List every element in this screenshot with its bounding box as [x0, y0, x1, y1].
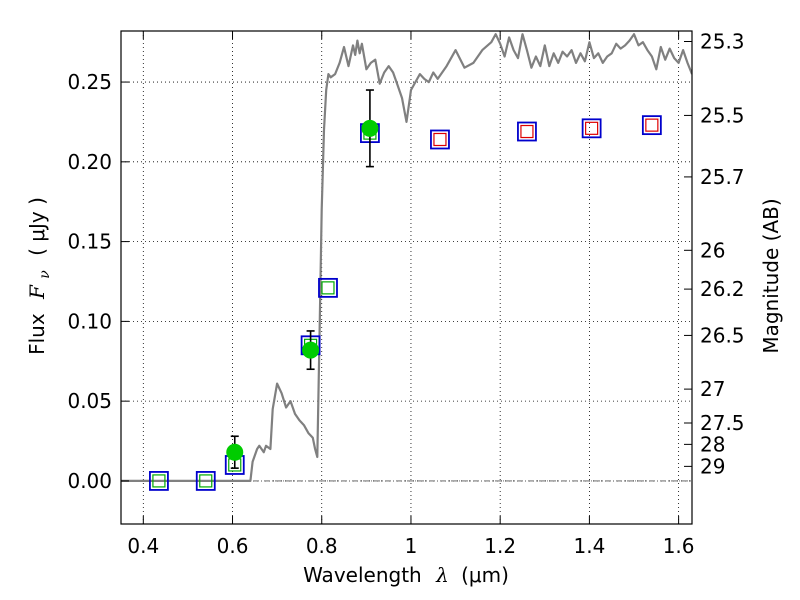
y-axis-label-prefix: Flux — [25, 313, 49, 355]
x-axis-label: Wavelength λ (μm) — [303, 563, 509, 587]
model-photometry-marker — [517, 121, 537, 142]
x-tick-label: 1.4 — [573, 534, 605, 558]
mag-tick-label: 29 — [700, 454, 725, 478]
model-photometry-marker — [641, 115, 662, 136]
y-axis-label-subscript: ν — [37, 270, 53, 279]
y-tick-label: 0.20 — [67, 150, 112, 174]
mag-tick-label: 27.5 — [700, 411, 745, 435]
mag-tick-label: 26 — [700, 238, 725, 262]
x-tick-label: 1 — [405, 534, 418, 558]
observed-flux-point — [226, 443, 244, 461]
model-photometry-marker — [318, 277, 338, 298]
y-tick-label: 0.05 — [67, 389, 112, 413]
x-tick-label: 1.6 — [663, 534, 695, 558]
y-axis-label: Flux F ν ( μJy ) — [25, 197, 54, 355]
model-photometry-marker — [195, 471, 216, 491]
mag-tick-label: 25.5 — [700, 103, 745, 127]
axis-ticks: 0.4 0.6 0.8 1 1.2 1.4 1.6 0.00 0.05 0.10 0.15 0.20 0… — [67, 29, 744, 558]
y-axis-label-symbol: F — [25, 284, 49, 300]
right-axis-label: Magnitude (AB) — [759, 198, 783, 353]
y-axis-label-unit: ( μJy ) — [25, 197, 49, 256]
x-tick-label: 1.2 — [484, 534, 516, 558]
x-tick-label: 0.4 — [127, 534, 159, 558]
y-tick-label: 0.25 — [67, 70, 112, 94]
hst-band-marker — [321, 281, 335, 295]
hst-band-marker — [199, 474, 213, 488]
y-tick-label: 0.10 — [67, 309, 112, 333]
mag-tick-label: 25.3 — [700, 29, 745, 53]
ir-band-marker — [645, 118, 659, 132]
mag-tick-label: 25.7 — [700, 165, 745, 189]
model-photometry-marker — [149, 471, 169, 491]
ir-band-marker — [433, 132, 447, 147]
observed-flux-point — [302, 341, 320, 359]
mag-tick-label: 26.2 — [700, 277, 745, 301]
x-tick-label: 0.6 — [217, 534, 249, 558]
x-tick-label: 0.8 — [306, 534, 338, 558]
mag-tick-label: 26.5 — [700, 323, 745, 347]
mag-tick-label: 28 — [700, 432, 725, 456]
y-tick-label: 0.15 — [67, 230, 112, 254]
axes-frame — [120, 30, 693, 525]
model-photometry-marker — [430, 129, 450, 150]
mag-tick-label: 27 — [700, 377, 725, 401]
x-axis-label-prefix: Wavelength — [303, 563, 422, 587]
y-tick-label: 0.00 — [67, 469, 112, 493]
model-photometry-marker — [581, 118, 602, 139]
ir-band-marker — [520, 124, 534, 139]
plot-area — [121, 33, 692, 491]
spectrum-line — [121, 33, 692, 482]
x-axis-label-unit: (μm) — [461, 563, 509, 587]
hst-band-marker — [152, 474, 166, 488]
grid-lines — [121, 31, 692, 524]
ir-band-marker — [585, 121, 599, 135]
observed-flux-point — [361, 119, 379, 137]
x-axis-label-symbol: λ — [435, 563, 449, 587]
